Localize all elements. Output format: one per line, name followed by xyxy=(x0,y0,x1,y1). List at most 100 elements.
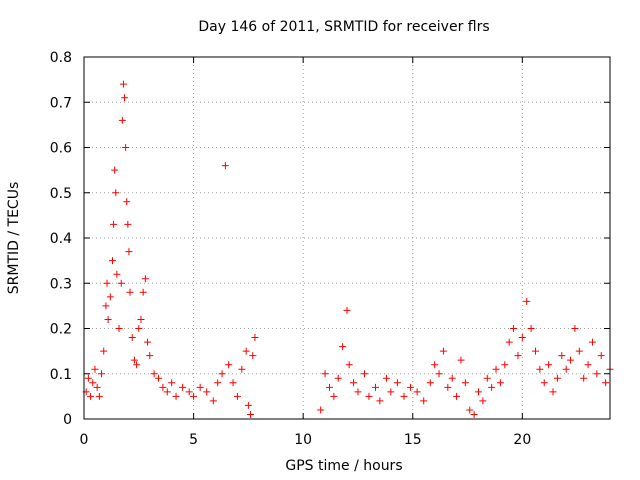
data-point xyxy=(87,392,95,400)
data-point xyxy=(339,343,347,351)
x-tick-label: 20 xyxy=(513,432,531,448)
data-point xyxy=(361,370,369,378)
data-point xyxy=(95,392,103,400)
data-point xyxy=(214,379,222,387)
x-axis-label: GPS time / hours xyxy=(285,458,402,474)
data-point xyxy=(233,392,241,400)
data-point xyxy=(510,325,518,332)
data-point xyxy=(104,315,112,323)
data-point xyxy=(179,383,187,391)
data-point xyxy=(496,379,504,387)
data-point xyxy=(190,392,198,400)
data-point xyxy=(549,388,557,396)
data-point xyxy=(185,388,193,396)
data-point xyxy=(457,356,465,364)
data-point xyxy=(115,325,123,332)
data-point xyxy=(400,392,408,400)
data-point xyxy=(431,361,439,369)
data-point xyxy=(540,379,548,387)
data-point xyxy=(209,397,217,405)
data-point xyxy=(146,352,154,360)
data-point xyxy=(466,406,474,414)
data-point xyxy=(470,410,478,418)
data-point xyxy=(479,397,487,405)
data-point xyxy=(100,347,108,355)
grid xyxy=(84,57,610,419)
data-point xyxy=(91,365,99,373)
data-point xyxy=(221,162,229,170)
data-point xyxy=(218,370,226,378)
data-point xyxy=(102,302,110,310)
data-point xyxy=(461,379,469,387)
data-point xyxy=(376,397,384,405)
data-point xyxy=(163,388,171,396)
data-point xyxy=(113,270,121,278)
data-point xyxy=(110,220,118,228)
data-point xyxy=(128,334,136,342)
data-point xyxy=(251,334,259,342)
data-point xyxy=(126,288,134,296)
y-axis-label: SRMTID / TECUs xyxy=(6,182,22,295)
data-point xyxy=(93,383,101,391)
data-point xyxy=(125,248,133,256)
data-point xyxy=(117,279,125,287)
data-point xyxy=(453,392,461,400)
data-point xyxy=(483,374,491,382)
y-tick-label: 0 xyxy=(63,412,72,428)
data-point xyxy=(444,383,452,391)
data-point xyxy=(439,347,447,355)
data-point xyxy=(562,365,570,373)
data-point xyxy=(505,338,513,346)
data-point xyxy=(553,374,561,382)
data-point xyxy=(354,388,362,396)
data-point xyxy=(118,116,126,124)
plot-frame xyxy=(83,56,611,420)
data-point xyxy=(518,334,526,342)
data-point xyxy=(488,383,496,391)
data-point xyxy=(168,379,176,387)
data-point xyxy=(567,356,575,364)
data-point xyxy=(225,361,233,369)
data-point xyxy=(244,401,252,409)
data-point xyxy=(89,379,97,387)
data-point xyxy=(150,370,158,378)
data-point xyxy=(365,392,373,400)
data-point xyxy=(229,379,237,387)
data-point xyxy=(124,220,132,228)
data-point xyxy=(122,144,130,151)
data-point xyxy=(588,338,596,346)
data-point xyxy=(155,374,163,382)
data-point xyxy=(247,410,255,418)
data-point xyxy=(571,325,579,332)
y-tick-label: 0.1 xyxy=(50,367,72,383)
data-point xyxy=(121,94,129,102)
data-point xyxy=(123,198,131,206)
data-point xyxy=(203,388,211,396)
data-point xyxy=(448,374,456,382)
data-point xyxy=(321,370,329,378)
data-point xyxy=(130,356,138,364)
data-point xyxy=(501,361,509,369)
y-tick-label: 0.4 xyxy=(50,231,72,247)
data-point xyxy=(407,383,415,391)
data-point xyxy=(249,352,257,360)
data-point xyxy=(242,347,250,355)
data-point xyxy=(523,297,531,305)
chart-title: Day 146 of 2011, SRMTID for receiver flr… xyxy=(198,19,489,35)
y-tick-label: 0.8 xyxy=(50,50,72,66)
data-point xyxy=(558,352,566,360)
data-point xyxy=(597,352,605,360)
data-point xyxy=(420,397,428,405)
data-point xyxy=(527,325,535,332)
data-point xyxy=(172,392,180,400)
data-point xyxy=(475,388,482,396)
data-point xyxy=(108,257,116,265)
x-tick-label: 0 xyxy=(80,432,89,448)
data-point xyxy=(111,166,119,174)
data-point xyxy=(196,383,204,391)
data-point xyxy=(103,279,111,287)
data-point xyxy=(435,370,443,378)
data-point xyxy=(593,370,601,378)
x-tick-label: 15 xyxy=(404,432,422,448)
data-point xyxy=(536,365,544,373)
